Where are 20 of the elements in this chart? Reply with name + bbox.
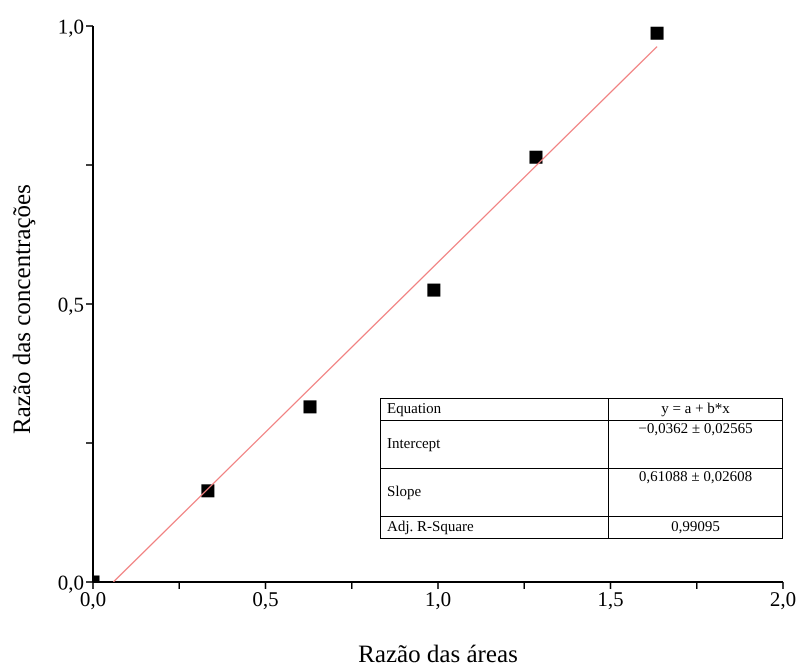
annotation: Intercept [380,420,608,468]
annotation: 0,99095 [608,516,782,538]
point [529,150,542,164]
y-axis-title: Razão das concentrações [8,184,36,434]
annotation: Adj. R-Square [380,516,608,538]
point [650,26,664,40]
x-axis-title: Razão das áreas [358,641,518,668]
annotation: Equation [380,398,608,420]
annotation: Slope [380,468,608,516]
annotation: y = a + b*x [608,398,782,420]
x-tick-label: 1,5 [597,586,624,611]
point [304,400,317,414]
x-tick-label: 0,5 [252,586,279,611]
y-tick-label: 1,0 [58,14,84,38]
point [427,284,440,297]
y-tick-label: 0,5 [58,292,84,316]
x-tick-label: 1,0 [424,586,452,611]
annotation: −0,0362 ± 0,02565 [608,420,782,468]
x-tick-label: 2,0 [770,586,796,611]
annotation: 0,61088 ± 0,02608 [608,468,782,516]
